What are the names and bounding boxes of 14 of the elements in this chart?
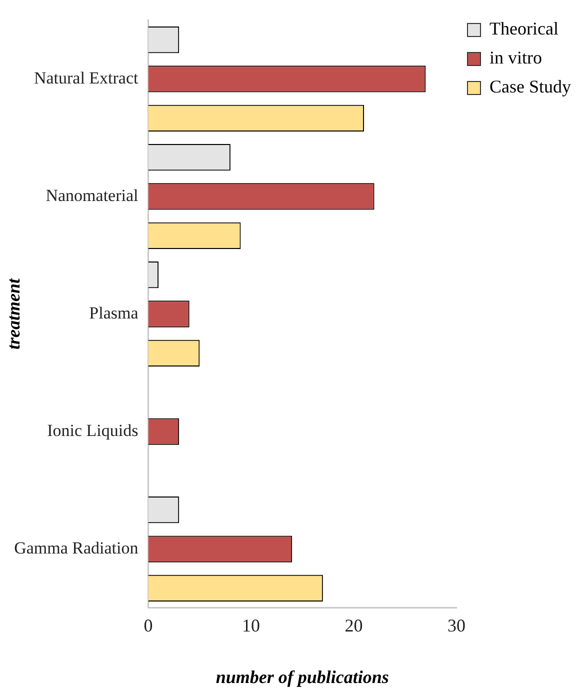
- y-tick-label: Plasma: [89, 303, 139, 322]
- y-tick-label: Natural Extract: [34, 68, 139, 88]
- legend-label: in vitro: [490, 48, 542, 68]
- y-tick-label: Gamma Radiation: [14, 538, 139, 558]
- y-tick-label: Nanomaterial: [46, 186, 139, 205]
- legend-label: Case Study: [490, 76, 572, 97]
- legend-label: Theorical: [490, 18, 558, 39]
- x-axis-title: number of publications: [216, 666, 389, 687]
- y-tick-label: Ionic Liquids: [47, 420, 138, 440]
- x-tick-label: 20: [344, 615, 363, 636]
- y-axis-title: treatment: [3, 278, 24, 350]
- x-tick-label: 10: [242, 615, 260, 636]
- x-tick-label: 0: [144, 615, 153, 636]
- x-tick-label: 30: [448, 615, 466, 636]
